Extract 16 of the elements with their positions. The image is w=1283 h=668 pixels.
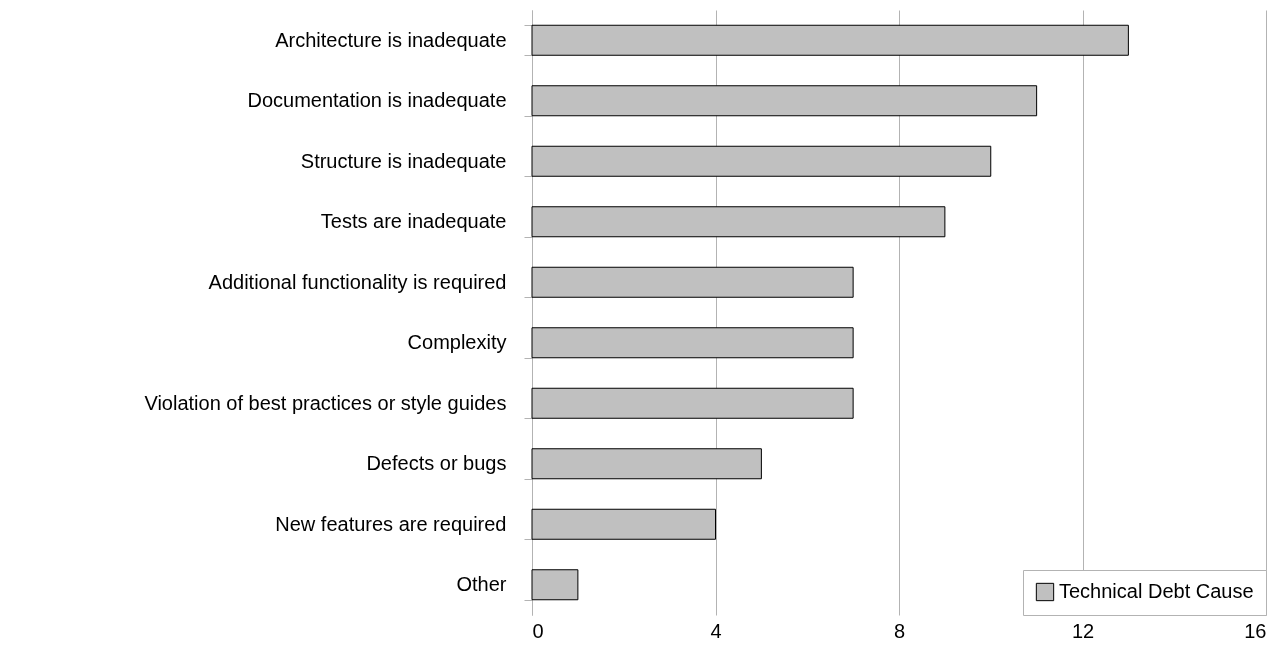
y-tick-label: Documentation is inadequate	[247, 89, 507, 112]
y-tick-label: Complexity	[407, 331, 507, 354]
x-tick-label: 12	[1071, 619, 1095, 642]
legend-label: Technical Debt Cause	[1059, 580, 1254, 602]
y-tick-label: Violation of best practices or style guides	[144, 391, 507, 414]
y-tick-label: Architecture is inadequate	[275, 28, 507, 51]
y-tick-label: Other	[456, 573, 507, 596]
y-tick-label: New features are required	[275, 512, 507, 535]
x-tick-label: 0	[532, 619, 544, 642]
y-tick-label: Tests are inadequate	[320, 210, 507, 233]
y-tick-label: Structure is inadequate	[300, 149, 507, 172]
x-tick-label: 4	[710, 619, 722, 642]
x-tick-label: 16	[1244, 619, 1267, 642]
x-tick-label: 8	[893, 619, 906, 642]
y-tick-label: Defects or bugs	[366, 452, 507, 475]
y-tick-label: Additional functionality is required	[208, 270, 507, 293]
